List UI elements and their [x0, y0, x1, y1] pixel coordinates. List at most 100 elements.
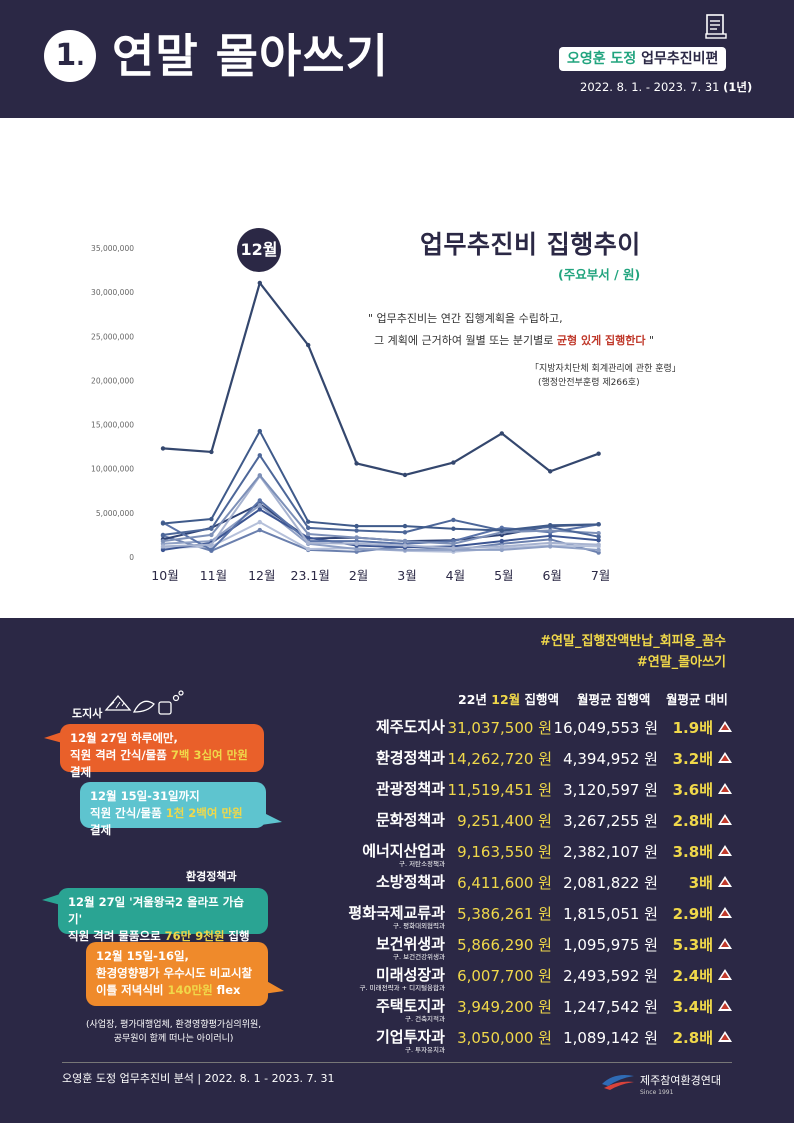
organization-logo-icon — [602, 1075, 634, 1090]
warning-triangle-icon — [718, 814, 732, 825]
x-tick-label: 11월 — [200, 568, 227, 583]
quote-reference-number: (행정안전부훈령 제266호) — [538, 378, 640, 388]
data-point — [209, 516, 214, 522]
section-number-badge: 1. — [44, 30, 96, 82]
data-point — [596, 538, 601, 543]
data-point — [451, 526, 456, 531]
ratio-value: 3.6배 — [672, 781, 713, 799]
b3-line-2: 직원 격려 물품으로 76만 9천원 집행 — [68, 928, 258, 945]
monthly-average: 16,049,553 원 — [553, 719, 658, 737]
data-point — [548, 469, 553, 474]
env-bubble-1: 12월 27일 '겨울왕국2 올라프 가습기' 직원 격려 물품으로 76만 9… — [58, 888, 268, 943]
december-amount: 9,163,550 원 — [457, 843, 552, 861]
x-tick-label: 3월 — [397, 568, 416, 583]
badge-rest: 업무추진비편 — [636, 51, 719, 67]
note-line-2: 공무원이 함께 떠나는 아이러니) — [113, 1034, 234, 1044]
series-line-3 — [162, 474, 599, 545]
department-name: 평화국제교류과 — [348, 904, 445, 922]
data-point — [160, 538, 166, 544]
series-line-8 — [162, 502, 599, 543]
b4-amount: 140만원 — [167, 983, 213, 997]
series-line-7 — [162, 504, 599, 551]
data-point — [548, 544, 553, 549]
column-header-december: 22년 12월 집행액 — [458, 689, 559, 708]
column-header-monthly-avg: 월평균 집행액 — [577, 692, 651, 707]
ratio-value: 3.4배 — [672, 998, 713, 1016]
governor-bubble-2: 12월 15일-31일까지 직원 간식/물품 1천 2백여 만원 결제 — [80, 782, 266, 837]
data-point — [209, 526, 214, 531]
data-point — [451, 517, 456, 523]
monthly-average: 2,493,592 원 — [563, 967, 658, 985]
quote-line-2-b: " — [645, 334, 655, 347]
data-point — [209, 542, 214, 547]
data-point — [354, 461, 359, 466]
department-former-name: 구. 건축지적과 — [404, 1015, 445, 1023]
x-tick-label: 5월 — [494, 568, 513, 583]
data-point — [257, 519, 262, 525]
data-point — [306, 535, 311, 540]
data-point — [306, 525, 311, 531]
table-row: 에너지산업과 구. 저탄소정책과 9,163,550 원 2,382,107 원 3.8… — [360, 840, 740, 870]
organization-since: Since 1991 — [640, 1089, 674, 1096]
x-tick-label: 7월 — [591, 568, 610, 583]
irony-note: (사업장, 평가대행업체, 환경영향평가심의위원, 공무원이 함께 떠나는 아이… — [86, 1018, 261, 1046]
december-amount: 6,007,700 원 — [457, 967, 552, 985]
data-point — [257, 473, 262, 478]
organization-logo-text: 제주참여환경연대 — [640, 1074, 721, 1087]
series-line-0 — [162, 281, 599, 476]
table-row: 평화국제교류과 구. 평화대외협력과 5,386,261 원 1,815,051 원 2… — [348, 902, 740, 932]
data-point — [499, 538, 504, 544]
december-amount: 11,519,451 원 — [447, 781, 552, 799]
december-amount: 5,386,261 원 — [457, 905, 552, 923]
data-point — [596, 547, 601, 553]
department-former-name: 구. 미래전략과 + 디지털융합과 — [359, 984, 445, 992]
b2-line-2: 직원 간식/물품 1천 2백여 만원 결제 — [90, 805, 256, 839]
table-row: 보건위생과 구. 보건건강위생과 5,866,290 원 1,095,975 원 5.3… — [360, 933, 740, 963]
data-point — [306, 531, 311, 537]
data-point — [499, 544, 504, 549]
data-point — [548, 533, 553, 539]
december-amount: 3,949,200 원 — [457, 998, 552, 1016]
page-title: 연말 몰아쓰기 — [112, 29, 389, 83]
x-tick-label: 4월 — [446, 568, 465, 583]
b1-amount: 7백 3십여 만원 — [170, 748, 248, 762]
governor-bubble-1: 12월 27일 하루에만, 직원 격려 간식/물품 7백 3십여 만원 결제 — [60, 724, 264, 779]
department-name: 미래성장과 — [375, 966, 445, 984]
department-name: 에너지산업과 — [362, 842, 445, 860]
quote-line-2-emphasis: 균형 있게 집행한다 — [556, 334, 646, 347]
warning-triangle-icon — [718, 845, 732, 856]
ratio-value: 3.8배 — [672, 843, 713, 861]
data-point — [160, 446, 166, 451]
series-line-4 — [162, 475, 599, 550]
monthly-average: 1,815,051 원 — [563, 905, 658, 923]
series-line-1 — [162, 430, 599, 532]
december-amount: 5,866,290 원 — [457, 936, 552, 954]
department-name: 주택토지과 — [375, 997, 445, 1015]
ratio-value: 5.3배 — [672, 936, 713, 954]
b4-line-3-a: 이틀 저녁식비 — [96, 983, 168, 997]
department-name: 문화정책과 — [375, 811, 445, 829]
data-point — [306, 540, 311, 546]
ratio-value: 2.8배 — [672, 812, 713, 830]
warning-triangle-icon — [718, 1000, 732, 1011]
b3-line-2-b: 집행 — [224, 929, 250, 943]
december-amount: 3,050,000 원 — [457, 1029, 552, 1047]
data-point — [160, 521, 166, 526]
data-point — [354, 528, 359, 533]
badge-highlight: 오영훈 도정 — [567, 51, 637, 67]
data-point — [596, 534, 601, 539]
b3-amount: 76만 9천원 — [164, 929, 225, 943]
b4-line-2: 환경영향평가 우수시도 비교시찰 — [96, 966, 253, 980]
chart-panel — [0, 118, 794, 618]
table-row: 문화정책과 9,251,400 원 3,267,255 원 2.8배 — [360, 809, 740, 839]
department-name: 환경정책과 — [375, 749, 445, 767]
b4-line-1: 12월 15일-16일, — [96, 949, 189, 963]
quote-line-2: 그 계획에 근거하여 월별 또는 분기별로 균형 있게 집행한다 " — [374, 332, 654, 348]
b1-line-2-a: 직원 격려 간식/물품 — [70, 748, 171, 762]
data-point — [354, 535, 359, 540]
report-badge: 오영훈 도정 업무추진비편 — [559, 47, 727, 71]
data-point — [596, 530, 601, 536]
ratio-value: 2.4배 — [672, 967, 713, 985]
december-amount: 14,262,720 원 — [447, 750, 552, 768]
env-bubble-2: 12월 15일-16일, 환경영향평가 우수시도 비교시찰 이틀 저녁식비 14… — [86, 942, 268, 1006]
